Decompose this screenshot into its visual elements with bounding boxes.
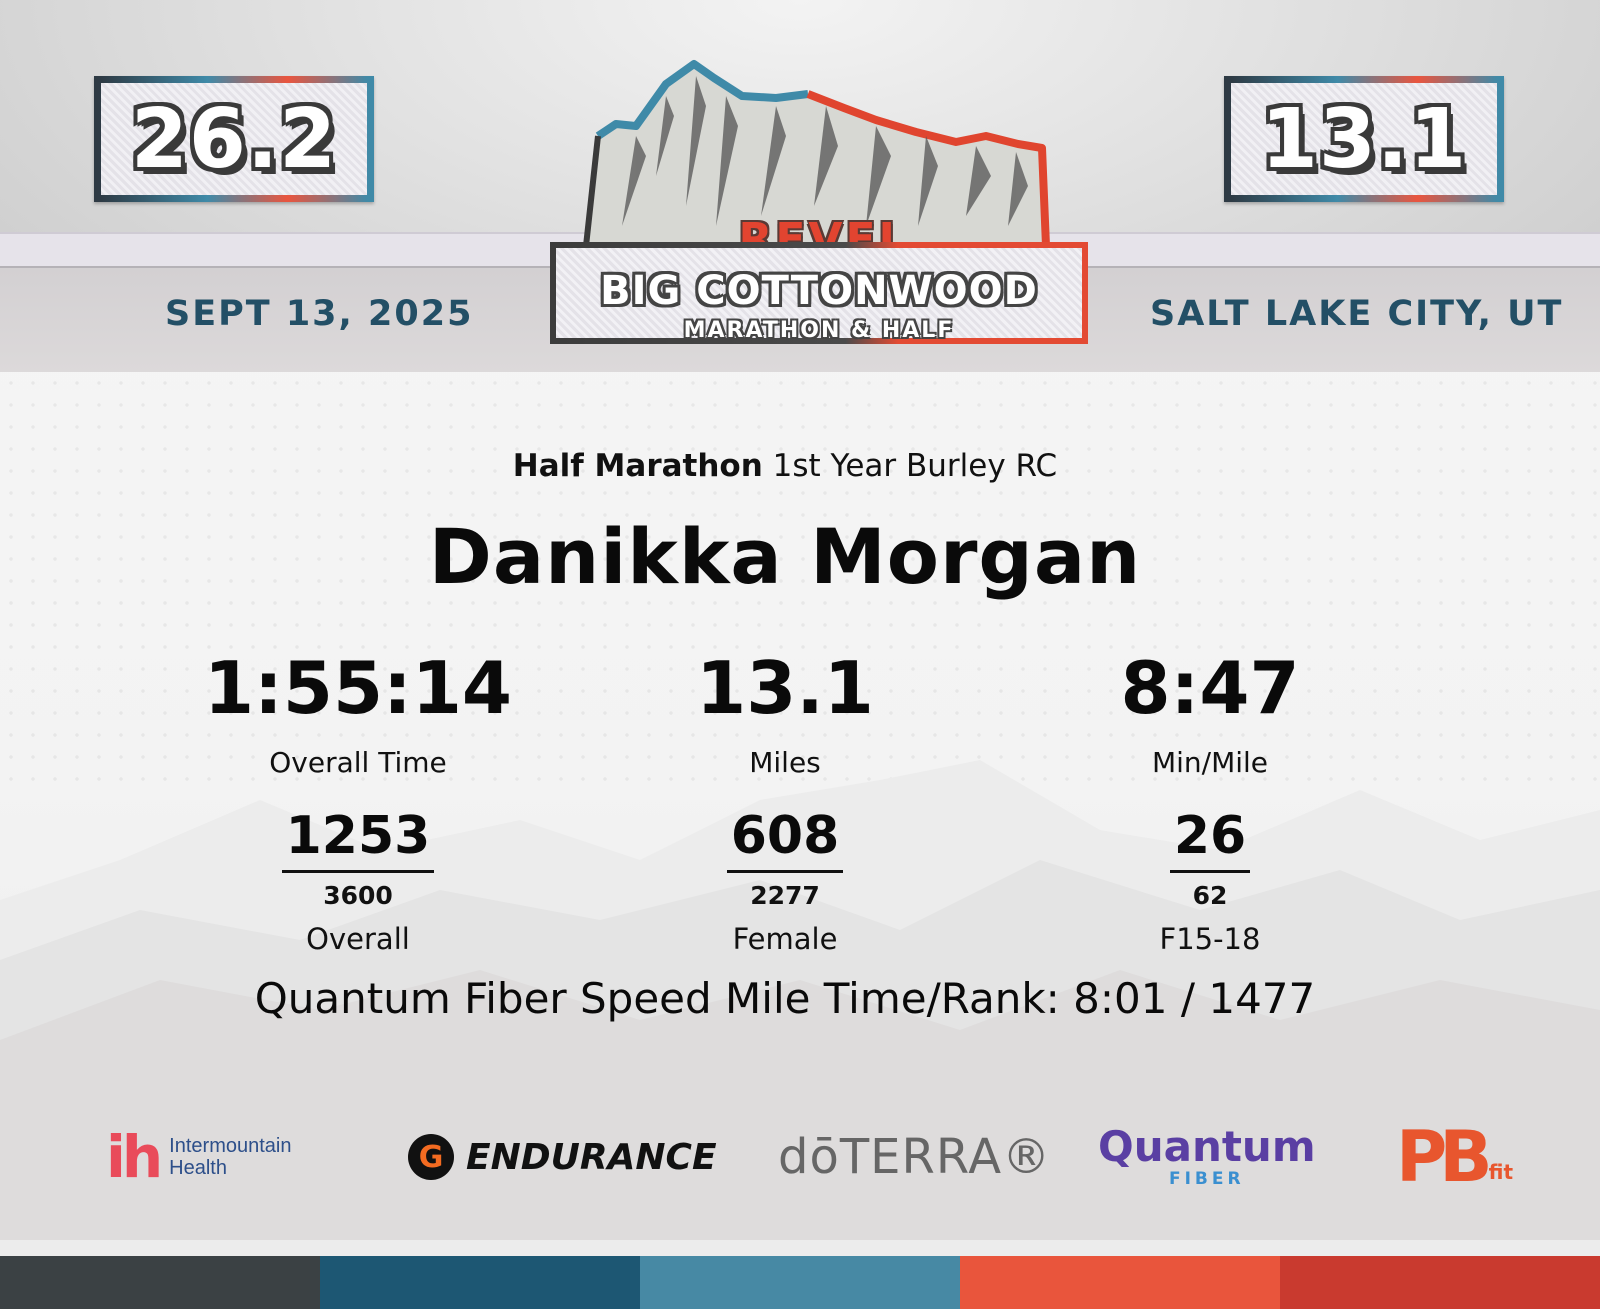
marathon-distance-badge: 26.2 <box>94 76 374 202</box>
rank-label: Female <box>732 922 838 956</box>
mountain-logo-icon <box>583 60 1050 247</box>
color-segment <box>640 1256 960 1309</box>
team-name: 1st Year Burley RC <box>772 448 1058 484</box>
quantum-text: Quantum <box>1098 1122 1316 1171</box>
intermountain-line2: Health <box>169 1157 227 1179</box>
fiber-text: FIBER <box>1168 1169 1245 1189</box>
intermountain-mark-icon: ih <box>106 1123 163 1191</box>
doterra-logo: dōTERRA® <box>778 1129 1052 1185</box>
half-distance-text: 13.1 <box>1260 91 1468 187</box>
rank-overall: 1253 3600 Overall <box>178 808 538 956</box>
background-pattern <box>0 372 1600 792</box>
stat-label: Overall Time <box>269 746 447 779</box>
half-distance-badge: 13.1 <box>1224 76 1504 202</box>
stat-pace: 8:47 Min/Mile <box>1030 648 1390 779</box>
pbfit-logo: PB fit <box>1396 1112 1513 1202</box>
gatorade-g-icon: G <box>408 1134 454 1180</box>
logo-plate: BIG COTTONWOOD MARATHON & HALF <box>550 242 1088 344</box>
color-segment <box>0 1256 320 1309</box>
race-name: Half Marathon <box>512 448 763 484</box>
stat-overall-time: 1:55:14 Overall Time <box>178 648 538 779</box>
race-date: SEPT 13, 2025 <box>165 294 474 334</box>
color-segment <box>320 1256 640 1309</box>
stat-value: 13.1 <box>696 646 874 730</box>
speed-mile-result: Quantum Fiber Speed Mile Time/Rank: 8:01… <box>254 974 1316 1023</box>
runner-name: Danikka Morgan <box>428 512 1142 601</box>
background-mountains-icon <box>0 760 1600 1240</box>
stat-value: 1:55:14 <box>203 646 513 730</box>
pbfit-sub: fit <box>1488 1160 1514 1184</box>
rank-total: 62 <box>1192 881 1228 910</box>
event-logo: REVEL BIG COTTONWOOD MARATHON & HALF <box>546 56 1102 356</box>
logo-event-name: BIG COTTONWOOD <box>600 268 1038 314</box>
rank-place: 26 <box>1169 808 1251 873</box>
quantum-fiber-logo: Quantum FIBER <box>1098 1112 1316 1202</box>
gatorade-endurance-logo: G ENDURANCE <box>408 1112 717 1202</box>
intermountain-text: Intermountain Health <box>169 1135 291 1179</box>
race-location: SALT LAKE CITY, UT <box>1150 294 1564 334</box>
rank-age-group: 26 62 F15-18 <box>1030 808 1390 956</box>
rank-label: Overall <box>306 922 410 956</box>
stat-miles: 13.1 Miles <box>605 648 965 779</box>
race-info-line: Half Marathon 1st Year Burley RC <box>0 448 1570 484</box>
sponsor-row: ih Intermountain Health G ENDURANCE dōTE… <box>0 1112 1600 1212</box>
stat-label: Min/Mile <box>1151 746 1269 779</box>
stat-label: Miles <box>749 746 821 779</box>
rank-gender: 608 2277 Female <box>605 808 965 956</box>
logo-subtitle: MARATHON & HALF <box>683 318 955 343</box>
rank-total: 2277 <box>750 881 820 910</box>
stat-value: 8:47 <box>1120 646 1300 730</box>
marathon-distance-text: 26.2 <box>130 91 338 187</box>
rank-place: 1253 <box>281 808 435 873</box>
pbfit-mark: PB <box>1396 1116 1493 1198</box>
rank-label: F15-18 <box>1159 922 1261 956</box>
rank-total: 3600 <box>323 881 393 910</box>
intermountain-line1: Intermountain <box>169 1135 292 1157</box>
intermountain-health-logo: ih Intermountain Health <box>106 1112 291 1202</box>
footer-color-bar <box>0 1256 1600 1309</box>
color-segment <box>1280 1256 1600 1309</box>
gatorade-endurance-text: ENDURANCE <box>466 1136 717 1178</box>
rank-place: 608 <box>726 808 844 873</box>
color-segment <box>960 1256 1280 1309</box>
